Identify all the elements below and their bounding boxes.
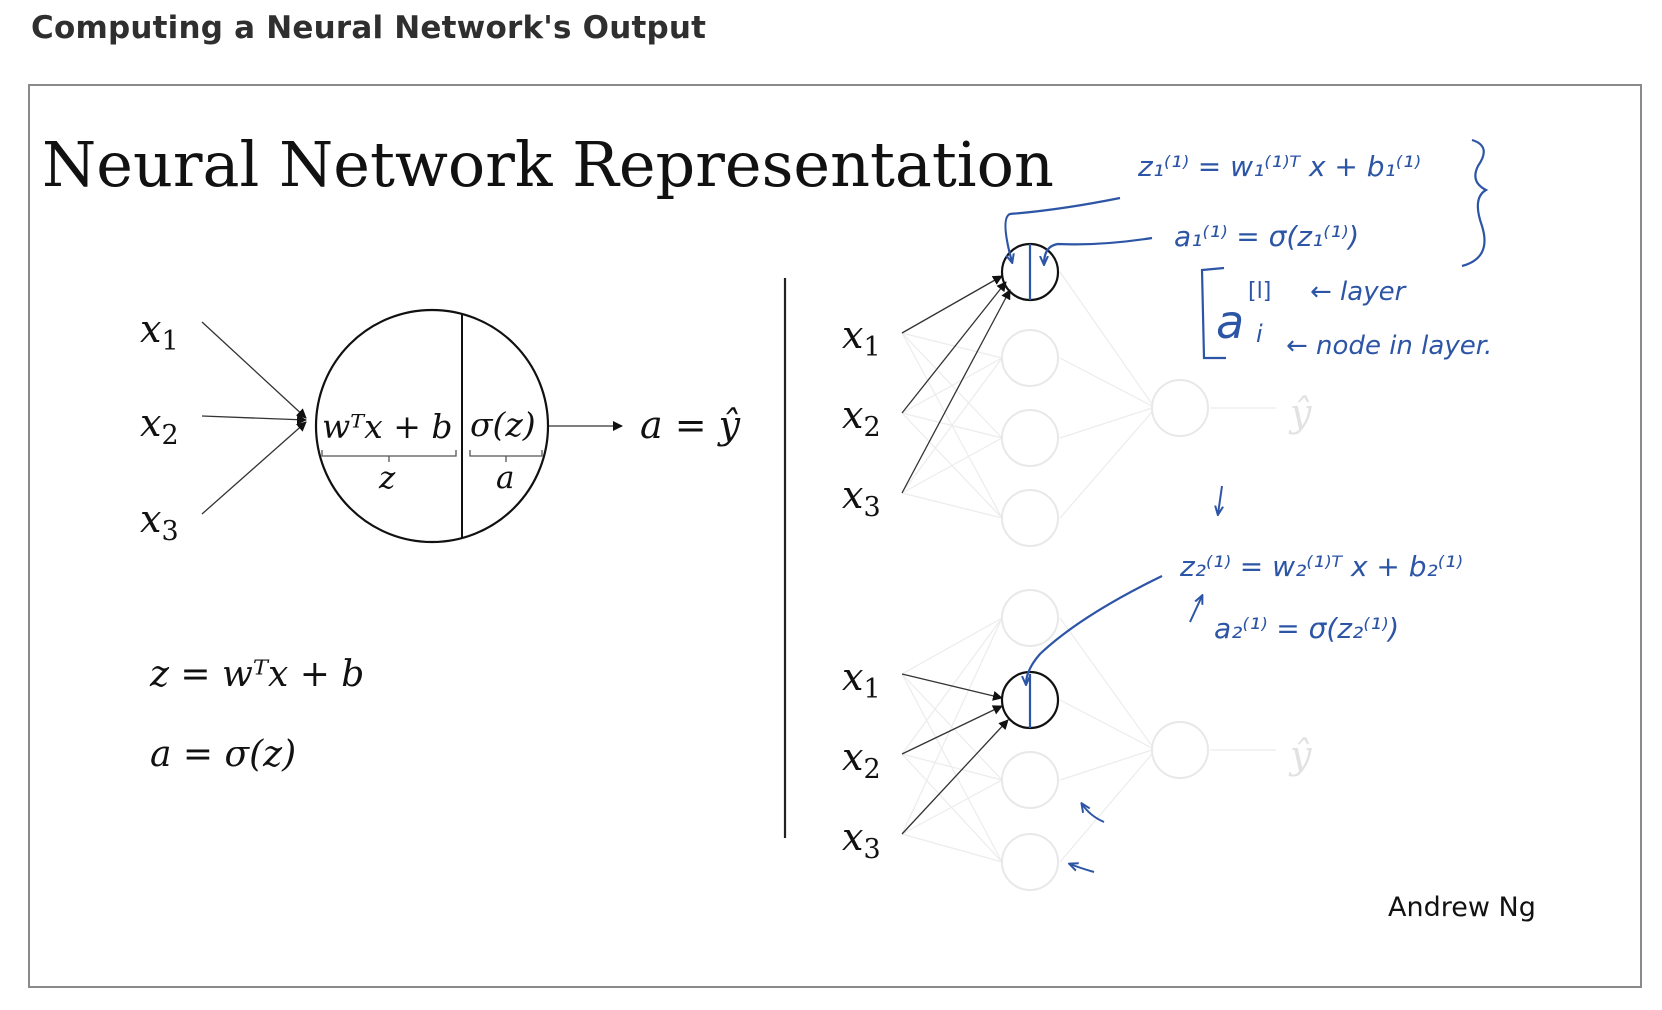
network-bottom: x1 x2 x3 ŷ — [842, 589, 1312, 891]
hand-bottom-a-eq: a₂⁽¹⁾ = σ(z₂⁽¹⁾) — [1214, 612, 1399, 645]
handwritten-notes: z₁⁽¹⁾ = w₁⁽¹⁾ᵀ x + b₁⁽¹⁾ a₁⁽¹⁾ = σ(z₁⁽¹⁾… — [1004, 138, 1492, 873]
neuron-a-label: a — [496, 460, 514, 496]
neuron-input-x1: x1 — [140, 307, 179, 357]
neuron-z-label: z — [378, 460, 396, 496]
slide-canvas: Neural Network Representation x1 x2 x3 w… — [42, 128, 1536, 923]
hand-top-a-eq: a₁⁽¹⁾ = σ(z₁⁽¹⁾) — [1174, 220, 1359, 253]
hand-bottom-z-eq: z₂⁽¹⁾ = w₂⁽¹⁾ᵀ x + b₂⁽¹⁾ — [1179, 550, 1463, 583]
hand-notation-node-sub: i — [1256, 320, 1263, 348]
neuron-activation-part: σ(z) — [470, 405, 536, 444]
neuron-input-x3: x3 — [140, 497, 179, 547]
neuron-circle — [314, 308, 550, 544]
net-top-input-x1: x1 — [842, 313, 881, 363]
network-top: x1 x2 x3 ŷ — [842, 242, 1312, 547]
net-top-output: ŷ — [1288, 391, 1312, 435]
hand-brace — [1461, 138, 1489, 268]
hand-notation-layer-sup: [l] — [1248, 279, 1271, 304]
equation-a: a = σ(z) — [150, 734, 296, 775]
net-bottom-input-x3: x3 — [842, 815, 881, 865]
equation-z: z = wᵀx + b — [149, 654, 364, 695]
hand-top-z-eq: z₁⁽¹⁾ = w₁⁽¹⁾ᵀ x + b₁⁽¹⁾ — [1137, 150, 1421, 183]
lecture-slide: Neural Network Representation x1 x2 x3 w… — [28, 84, 1642, 988]
net-top-input-x3: x3 — [842, 473, 881, 523]
slide-heading: Neural Network Representation — [42, 128, 1054, 201]
neuron-output: a = ŷ — [640, 403, 741, 447]
hand-notation-node-note: ← node in layer. — [1286, 331, 1492, 361]
net-bottom-input-x2: x2 — [842, 735, 881, 785]
page-title: Computing a Neural Network's Output — [31, 10, 707, 46]
neuron-input-x2: x2 — [140, 401, 179, 451]
net-top-input-x2: x2 — [842, 393, 881, 443]
slide-credit: Andrew Ng — [1388, 892, 1536, 923]
neuron-diagram: x1 x2 x3 wᵀx + b z σ(z) a a = ŷ — [140, 307, 741, 547]
hand-notation-layer-note: ← layer — [1310, 277, 1408, 307]
neuron-linear-part: wᵀx + b — [322, 407, 452, 446]
net-bottom-output: ŷ — [1288, 733, 1312, 777]
net-bottom-input-x1: x1 — [842, 655, 881, 705]
hand-notation-a: a — [1216, 295, 1244, 349]
